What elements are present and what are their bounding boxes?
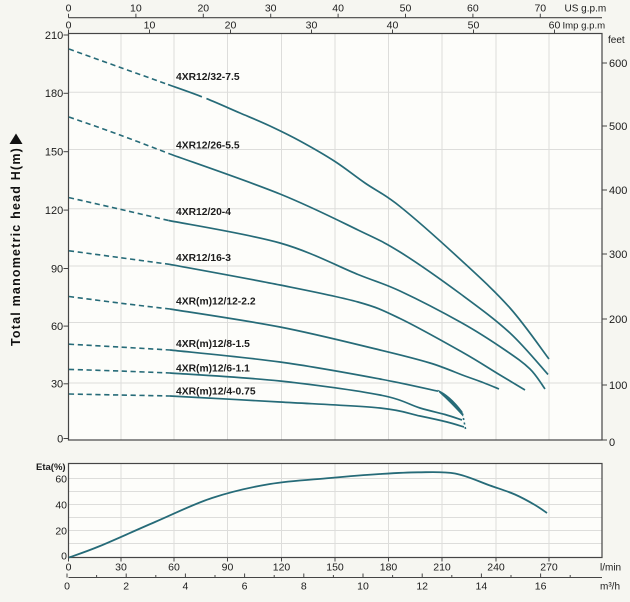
svg-text:30: 30 (115, 562, 127, 574)
svg-text:0: 0 (64, 581, 70, 593)
svg-text:4XR(m)12/8-1.5: 4XR(m)12/8-1.5 (176, 339, 250, 350)
svg-text:180: 180 (45, 88, 63, 100)
svg-text:10: 10 (130, 3, 142, 15)
svg-text:210: 210 (45, 30, 63, 42)
svg-text:Total manometric head H(m): Total manometric head H(m) (9, 147, 23, 346)
svg-text:50: 50 (468, 19, 480, 31)
svg-text:90: 90 (51, 263, 63, 275)
svg-text:20: 20 (197, 3, 209, 15)
svg-text:12: 12 (416, 581, 428, 593)
svg-text:150: 150 (45, 147, 63, 159)
svg-text:10: 10 (357, 581, 369, 593)
svg-text:4XR12/20-4: 4XR12/20-4 (176, 207, 231, 218)
svg-text:feet: feet (608, 35, 625, 46)
svg-text:500: 500 (609, 121, 627, 133)
svg-text:Imp g.p.m: Imp g.p.m (563, 20, 606, 31)
svg-text:180: 180 (380, 562, 398, 574)
svg-text:60: 60 (168, 562, 180, 574)
svg-text:4XR12/32-7.5: 4XR12/32-7.5 (176, 72, 240, 83)
svg-text:90: 90 (222, 562, 234, 574)
svg-text:30: 30 (306, 19, 318, 31)
svg-text:Eta(%): Eta(%) (36, 462, 66, 473)
svg-text:20: 20 (55, 525, 67, 537)
svg-text:0: 0 (66, 3, 72, 15)
svg-text:60: 60 (467, 3, 479, 15)
svg-text:l/min: l/min (600, 563, 621, 574)
svg-text:16: 16 (535, 581, 547, 593)
svg-text:2: 2 (123, 581, 129, 593)
svg-text:4XR12/16-3: 4XR12/16-3 (176, 253, 231, 264)
svg-text:0: 0 (57, 433, 63, 445)
svg-text:8: 8 (301, 581, 307, 593)
svg-text:240: 240 (487, 562, 505, 574)
svg-text:70: 70 (534, 3, 546, 15)
svg-text:200: 200 (609, 314, 627, 326)
svg-text:120: 120 (45, 205, 63, 217)
svg-text:US g.p.m: US g.p.m (565, 4, 607, 15)
svg-text:600: 600 (609, 58, 627, 70)
svg-text:4XR(m)12/12-2.2: 4XR(m)12/12-2.2 (176, 297, 256, 308)
svg-text:30: 30 (51, 379, 63, 391)
svg-text:0: 0 (66, 19, 72, 31)
svg-text:20: 20 (225, 19, 237, 31)
svg-text:4XR12/26-5.5: 4XR12/26-5.5 (176, 141, 240, 152)
svg-text:14: 14 (476, 581, 488, 593)
svg-text:50: 50 (400, 3, 412, 15)
svg-text:100: 100 (609, 380, 627, 392)
svg-text:4: 4 (182, 581, 188, 593)
svg-text:4XR(m)12/4-0.75: 4XR(m)12/4-0.75 (176, 387, 256, 398)
svg-text:120: 120 (273, 562, 291, 574)
svg-text:0: 0 (609, 437, 615, 449)
svg-text:10: 10 (144, 19, 156, 31)
svg-text:0: 0 (66, 562, 72, 574)
svg-text:60: 60 (51, 321, 63, 333)
svg-text:60: 60 (55, 473, 67, 485)
svg-text:270: 270 (540, 562, 558, 574)
svg-text:m³/h: m³/h (600, 582, 620, 593)
svg-text:4XR(m)12/6-1.1: 4XR(m)12/6-1.1 (176, 363, 250, 374)
svg-text:0: 0 (61, 550, 67, 562)
svg-text:6: 6 (242, 581, 248, 593)
svg-text:30: 30 (265, 3, 277, 15)
svg-text:300: 300 (609, 249, 627, 261)
svg-text:150: 150 (326, 562, 344, 574)
svg-text:40: 40 (332, 3, 344, 15)
svg-text:210: 210 (433, 562, 451, 574)
svg-text:400: 400 (609, 185, 627, 197)
svg-text:40: 40 (387, 19, 399, 31)
svg-text:40: 40 (55, 499, 67, 511)
svg-text:60: 60 (549, 19, 561, 31)
